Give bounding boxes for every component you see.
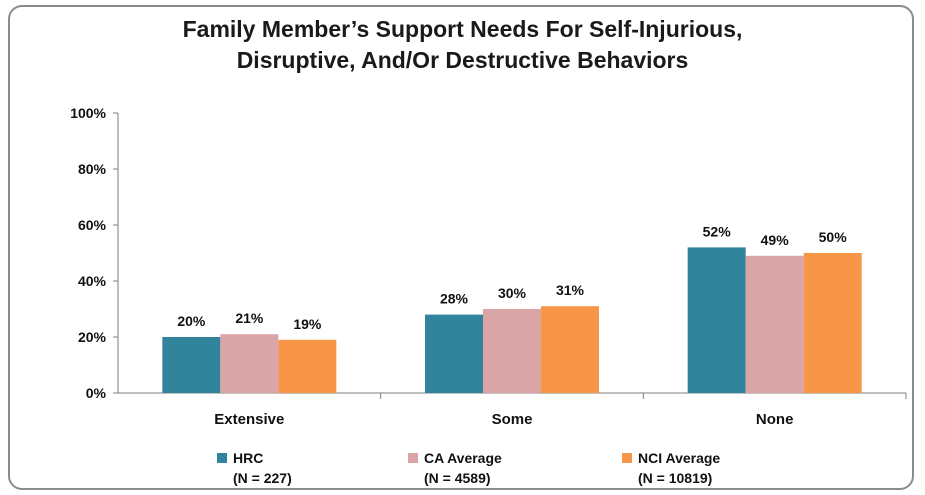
data-label: 31% — [556, 282, 585, 298]
data-label-bg — [286, 312, 329, 333]
data-label-bg — [753, 228, 796, 249]
y-tick-label: 100% — [70, 105, 106, 121]
bar — [162, 337, 221, 393]
data-label-bg — [433, 287, 475, 308]
y-tick-label: 40% — [78, 273, 107, 289]
data-label-bg — [695, 220, 738, 241]
data-label-bg — [170, 310, 213, 330]
legend-n-label: (N = 227) — [233, 470, 292, 486]
bar — [220, 334, 279, 393]
data-label: 20% — [177, 313, 206, 329]
data-label-bg — [811, 226, 854, 246]
data-label: 19% — [293, 316, 322, 332]
legend-swatch — [622, 453, 632, 463]
data-label: 28% — [440, 291, 469, 307]
legend-swatch — [408, 453, 418, 463]
chart-title-line-1: Family Member’s Support Needs For Self-I… — [182, 16, 743, 42]
data-label: 49% — [761, 232, 790, 248]
legend-label: CA Average — [424, 450, 502, 466]
legend-label: NCI Average — [638, 450, 720, 466]
y-tick-label: 80% — [78, 161, 107, 177]
y-tick-label: 60% — [78, 217, 107, 233]
bar — [278, 339, 337, 393]
data-label: 52% — [703, 223, 732, 239]
x-category-label: Extensive — [214, 411, 284, 428]
bar — [483, 309, 541, 393]
data-label: 50% — [819, 229, 848, 245]
x-category-label: None — [756, 411, 794, 428]
legend-n-label: (N = 10819) — [638, 470, 712, 486]
legend-label: HRC — [233, 450, 263, 466]
legend-swatch — [217, 453, 227, 463]
bar — [541, 306, 599, 393]
legend-n-label: (N = 4589) — [424, 470, 491, 486]
chart-title: Family Member’s Support Needs For Self-I… — [0, 14, 925, 76]
bar — [687, 247, 746, 393]
y-tick-label: 0% — [86, 385, 107, 401]
chart-title-line-2: Disruptive, And/Or Destructive Behaviors — [236, 47, 689, 73]
bar — [425, 314, 483, 393]
data-label-bg — [491, 282, 533, 302]
x-category-label: Some — [492, 411, 533, 428]
bar — [803, 253, 862, 393]
data-label: 21% — [235, 310, 264, 326]
data-label: 30% — [498, 285, 527, 301]
data-label-bg — [228, 307, 271, 328]
y-tick-label: 20% — [78, 329, 107, 345]
bar — [745, 255, 804, 393]
data-label-bg — [549, 279, 591, 300]
